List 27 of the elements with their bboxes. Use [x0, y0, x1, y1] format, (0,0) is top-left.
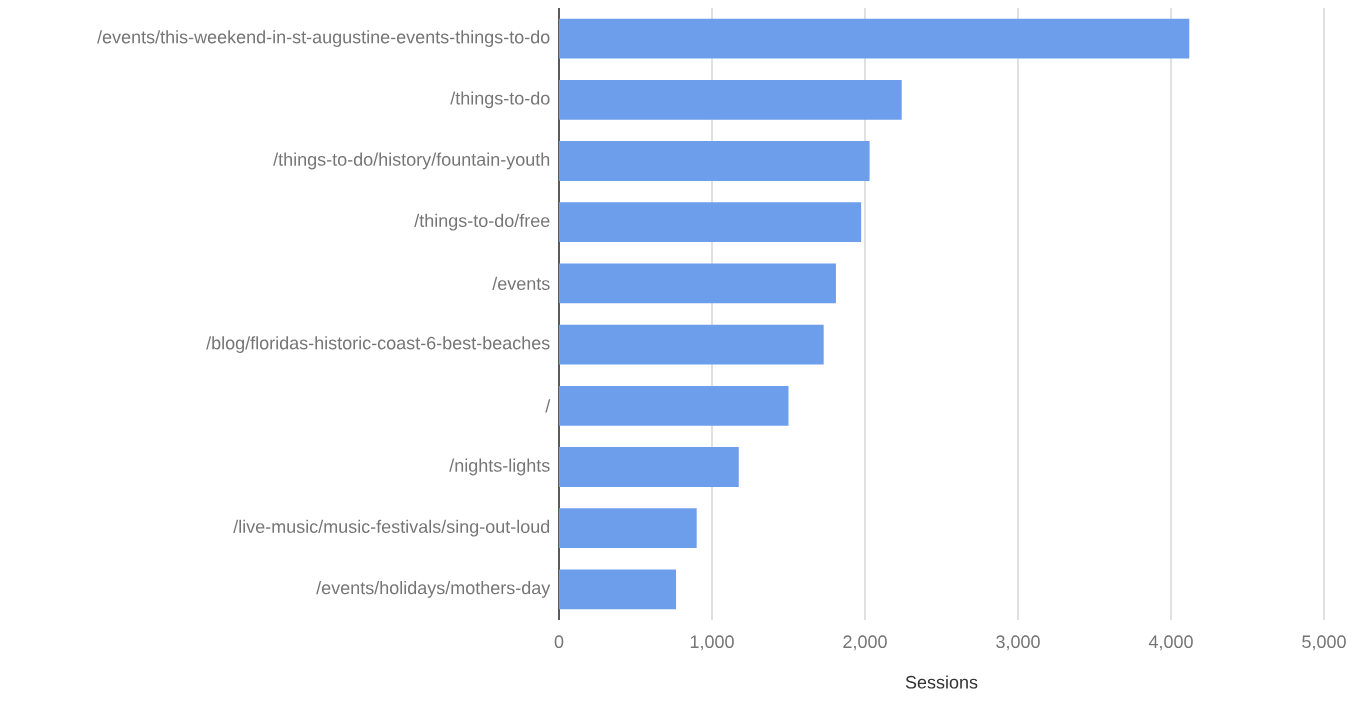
bar — [559, 324, 824, 365]
y-tick-label: /events/holidays/mothers-day — [316, 581, 551, 598]
y-tick-label: /live-music/music-festivals/sing-out-loud — [233, 519, 550, 537]
bar — [559, 385, 789, 426]
y-tick-label: / — [545, 399, 551, 413]
bar — [559, 79, 902, 120]
y-tick-label: /things-to-do/free — [414, 213, 550, 231]
y-tick-label: /things-to-do/history/fountain-youth — [273, 152, 550, 170]
x-tick-label: 2,000 — [843, 635, 887, 651]
bar — [559, 263, 836, 304]
y-tick-label: /events/this-weekend-in-st-augustine-events-things-to-do — [97, 30, 550, 47]
x-tick-label: 5,000 — [1302, 635, 1346, 651]
y-tick-label: /blog/floridas-historic-coast-6-best-beaches — [206, 336, 550, 353]
bar — [559, 508, 697, 549]
bar — [559, 141, 870, 181]
y-tick-label: /things-to-do — [450, 91, 550, 109]
bar — [559, 447, 739, 487]
x-tick-label: 4,000 — [1148, 635, 1193, 651]
y-tick-label: /events — [492, 276, 550, 290]
x-tick-label: 3,000 — [996, 635, 1040, 651]
bar — [559, 18, 1190, 59]
x-axis-title: Sessions — [905, 675, 978, 689]
x-tick-label: 1,000 — [690, 635, 734, 651]
x-tick-label: 0 — [554, 635, 564, 649]
y-tick-label: /nights-lights — [449, 458, 550, 476]
bar — [559, 202, 862, 243]
bar — [559, 569, 677, 610]
